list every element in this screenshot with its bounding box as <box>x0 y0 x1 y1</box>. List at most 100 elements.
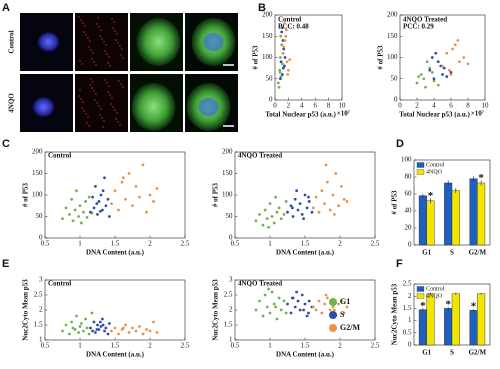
legend-label: Control <box>426 286 445 292</box>
foci <box>91 58 93 60</box>
point <box>279 217 283 221</box>
y-tick-label: 200 <box>32 148 43 156</box>
x-axis-multiplier: ×10⁷ <box>471 110 484 118</box>
point <box>80 322 83 325</box>
point <box>152 320 155 324</box>
chart-title: 4NQO Treated <box>238 152 282 160</box>
legend-marker <box>329 324 337 332</box>
point <box>326 180 329 184</box>
y-tick-label: 80 <box>405 173 413 181</box>
point <box>258 299 261 303</box>
foci <box>110 103 112 105</box>
foci <box>98 105 100 107</box>
x-tick-label: G1 <box>422 349 431 357</box>
point <box>340 299 343 303</box>
foci <box>82 101 84 103</box>
point <box>77 331 80 334</box>
point <box>155 331 159 334</box>
x-tick-label: 0 <box>398 102 402 110</box>
point <box>291 215 295 218</box>
legend-marker <box>329 311 337 319</box>
x-axis-label: DNA Content (a.u.) <box>86 351 145 359</box>
point <box>73 328 77 331</box>
legend-label: S <box>340 310 345 319</box>
point <box>145 210 148 214</box>
point <box>263 208 267 212</box>
point <box>307 195 310 199</box>
point <box>441 64 444 68</box>
point <box>331 193 335 197</box>
foci <box>90 49 92 51</box>
point <box>424 85 427 89</box>
foci <box>87 37 89 39</box>
point <box>289 204 293 208</box>
point <box>75 314 78 318</box>
point <box>277 206 281 210</box>
x-tick-label: S <box>450 349 454 357</box>
point <box>333 308 336 312</box>
y-tick-label: 1 <box>408 316 412 324</box>
point <box>104 204 108 208</box>
point <box>84 200 87 203</box>
x-tick-label: 2.5 <box>181 240 190 248</box>
point <box>282 299 286 303</box>
point <box>278 68 282 72</box>
point <box>134 329 138 333</box>
legend-marker <box>329 298 337 306</box>
point <box>267 287 270 291</box>
chart-title: Control <box>48 152 71 160</box>
point <box>84 317 87 321</box>
panel-label: D <box>396 138 404 150</box>
point <box>337 204 340 208</box>
point <box>445 51 449 55</box>
foci <box>114 30 116 32</box>
point <box>415 81 419 85</box>
foci <box>84 25 86 27</box>
row-label: 4NQO <box>8 93 16 113</box>
y-tick-label: 2.5 <box>403 280 412 288</box>
point <box>419 73 423 76</box>
point <box>94 185 97 188</box>
y-tick-label: 0 <box>394 96 398 104</box>
x-axis-label: Total Nuclear p53 (a.u.) <box>399 111 470 119</box>
y-tick-label: 0 <box>408 341 412 349</box>
point <box>267 225 270 229</box>
point <box>466 62 470 66</box>
point <box>275 317 279 321</box>
foci <box>95 64 97 66</box>
point <box>91 195 94 199</box>
x-tick-label: 0.5 <box>231 342 240 350</box>
foci <box>97 17 99 19</box>
x-axis-multiplier: ×10⁷ <box>337 110 350 118</box>
foci <box>94 99 96 101</box>
point <box>282 47 286 51</box>
point <box>284 311 288 315</box>
foci <box>95 93 97 95</box>
point <box>131 326 134 330</box>
column-header: P53 <box>81 5 93 13</box>
point <box>122 326 125 330</box>
point <box>98 320 102 324</box>
point <box>428 66 432 70</box>
foci <box>121 48 123 50</box>
x-tick-label: 2 <box>148 342 152 350</box>
point <box>287 68 290 72</box>
point <box>436 83 440 87</box>
y-axis-label: Nuc2Cyto Mean p53 <box>391 283 399 345</box>
point <box>61 217 64 221</box>
chart-title: Control <box>48 280 71 288</box>
x-axis-label: DNA Content (a.u.) <box>86 249 145 257</box>
point <box>94 331 97 334</box>
point <box>317 299 321 303</box>
foci <box>115 39 117 41</box>
point <box>78 204 82 208</box>
point <box>61 329 64 333</box>
point <box>340 185 343 188</box>
bar <box>444 308 453 346</box>
point <box>428 68 432 72</box>
row-label: Control <box>8 30 16 53</box>
point <box>270 215 274 218</box>
x-tick-label: 8 <box>466 102 470 110</box>
point <box>307 200 311 203</box>
panel-label: E <box>2 258 9 270</box>
